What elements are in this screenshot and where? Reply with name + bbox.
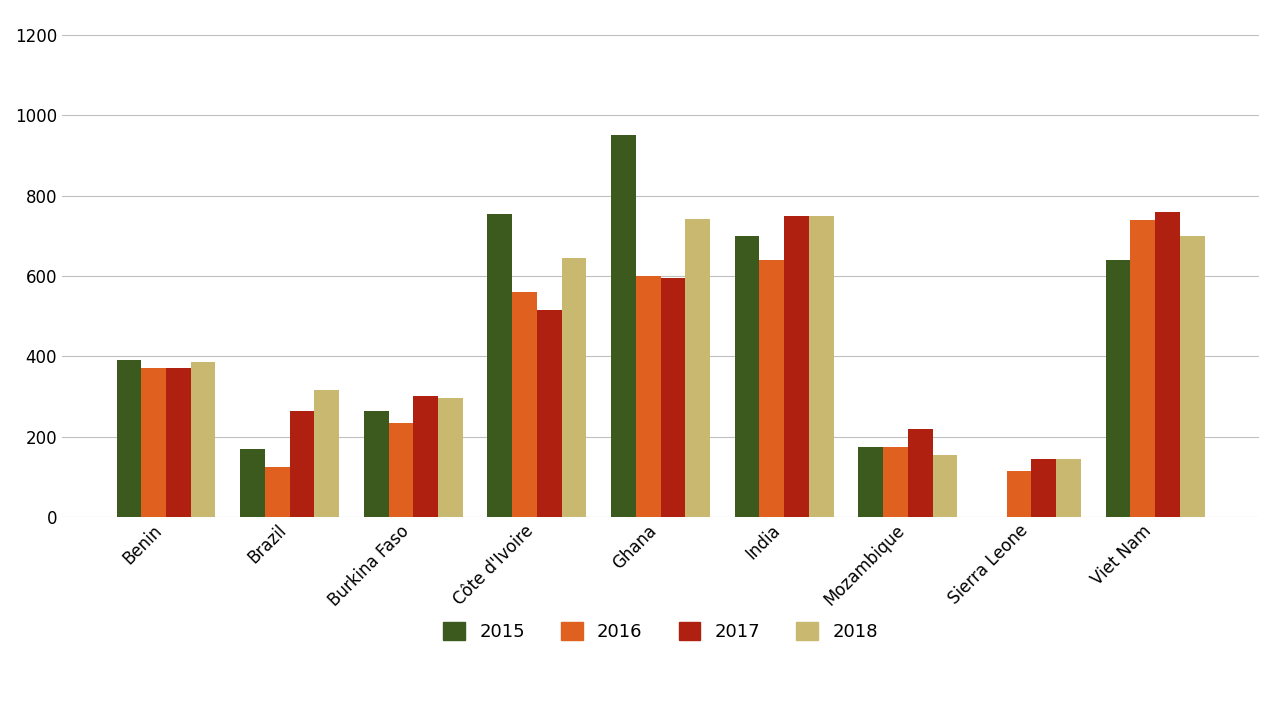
- Bar: [191, 362, 215, 517]
- Bar: [1056, 459, 1080, 517]
- Bar: [1032, 459, 1056, 517]
- Bar: [141, 368, 166, 517]
- Bar: [908, 429, 933, 517]
- Bar: [1006, 471, 1032, 517]
- Bar: [636, 276, 660, 517]
- Legend: 2015, 2016, 2017, 2018: 2015, 2016, 2017, 2018: [436, 614, 885, 649]
- Bar: [1180, 236, 1205, 517]
- Bar: [438, 399, 462, 517]
- Bar: [488, 214, 512, 517]
- Bar: [1156, 211, 1180, 517]
- Bar: [735, 236, 759, 517]
- Bar: [413, 397, 438, 517]
- Bar: [536, 310, 562, 517]
- Bar: [759, 260, 785, 517]
- Bar: [1130, 220, 1156, 517]
- Bar: [859, 446, 883, 517]
- Bar: [364, 411, 389, 517]
- Bar: [166, 368, 191, 517]
- Bar: [116, 360, 141, 517]
- Bar: [315, 390, 339, 517]
- Bar: [562, 258, 586, 517]
- Bar: [785, 216, 809, 517]
- Bar: [241, 449, 265, 517]
- Bar: [612, 135, 636, 517]
- Bar: [265, 467, 289, 517]
- Bar: [933, 455, 957, 517]
- Bar: [883, 446, 908, 517]
- Bar: [809, 216, 833, 517]
- Bar: [660, 278, 685, 517]
- Bar: [512, 292, 536, 517]
- Bar: [1106, 260, 1130, 517]
- Bar: [685, 219, 710, 517]
- Bar: [389, 422, 413, 517]
- Bar: [289, 411, 315, 517]
